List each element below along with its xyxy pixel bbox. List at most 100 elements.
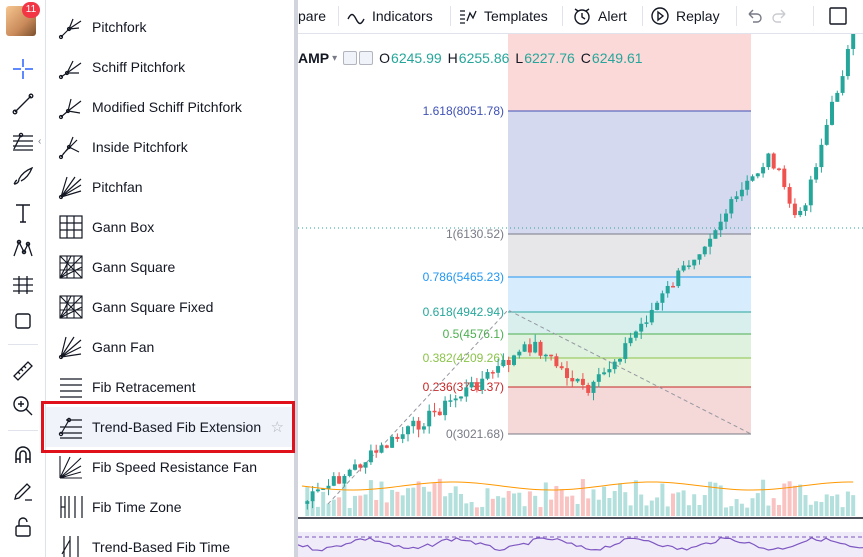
inside-pitchfork-icon — [58, 134, 84, 160]
candle — [390, 436, 395, 448]
fullscreen-button[interactable] — [828, 0, 854, 32]
menu-item-modified-schiff-pitchfork[interactable]: Modified Schiff Pitchfork — [46, 87, 296, 127]
candle — [602, 372, 607, 375]
text-icon[interactable] — [8, 198, 38, 228]
chart-pane[interactable]: 1.618(8051.78) 1(6130.52) 0.786(5465.23) 0.… — [298, 34, 863, 557]
volume-bar — [623, 492, 628, 516]
magnet-icon[interactable] — [8, 440, 38, 470]
volume-bar — [448, 492, 453, 516]
prediction-icon[interactable] — [8, 270, 38, 300]
volume-bar — [676, 492, 681, 516]
candle — [649, 309, 654, 323]
lock-icon[interactable] — [8, 512, 38, 542]
favorite-star-icon[interactable]: ☆ — [270, 419, 284, 436]
alert-button[interactable]: Alert — [572, 0, 627, 32]
volume-bar — [851, 495, 856, 516]
candle — [771, 153, 776, 169]
volume-bar — [480, 506, 485, 516]
menu-item-fib-speed-resistance-fan[interactable]: Fib Speed Resistance Fan — [46, 447, 296, 487]
compare-button[interactable]: pare — [298, 0, 326, 32]
fib-time-zone-icon — [58, 494, 84, 520]
redo-button[interactable] — [770, 0, 796, 32]
ruler-icon[interactable] — [8, 356, 38, 386]
topbar-divider — [736, 6, 737, 26]
menu-scrollbar[interactable] — [294, 0, 298, 557]
undo-button[interactable] — [744, 0, 770, 32]
replay-button[interactable]: Replay — [650, 0, 720, 32]
volume-bar — [819, 501, 824, 516]
candle — [554, 356, 559, 367]
volume-bar — [745, 507, 750, 516]
lock-drawings-icon[interactable] — [8, 476, 38, 506]
symbol-name: AMP — [298, 50, 330, 66]
zoom-in-icon[interactable] — [8, 391, 38, 421]
candle — [406, 426, 410, 435]
menu-item-pitchfork[interactable]: Pitchfork — [46, 7, 296, 47]
indicators-button[interactable]: Indicators — [346, 0, 433, 32]
fib-level-label: 0.5(4576.1) — [443, 327, 504, 341]
candle — [437, 411, 442, 416]
eye-icon[interactable] — [343, 51, 358, 65]
high-value: 6255.86 — [458, 50, 510, 66]
candle — [580, 378, 585, 385]
menu-item-pitchfan[interactable]: Pitchfan — [46, 167, 296, 207]
trend-based-fib-time-icon — [58, 534, 84, 557]
menu-item-trend-based-fib-extension[interactable]: Trend-Based Fib Extension ☆ — [46, 407, 296, 447]
menu-item-schiff-pitchfork[interactable]: Schiff Pitchfork — [46, 47, 296, 87]
candle — [644, 322, 649, 324]
menu-item-label: Trend-Based Fib Extension — [92, 419, 262, 435]
menu-item-gann-box[interactable]: Gann Box — [46, 207, 296, 247]
volume-bar — [750, 498, 755, 516]
symbol-dropdown-icon[interactable]: ▾ — [332, 52, 338, 64]
schiff-pitchfork-icon — [58, 54, 84, 80]
selection-highlight — [41, 401, 295, 453]
settings-gear-icon[interactable] — [359, 51, 374, 65]
volume-bar — [400, 495, 405, 516]
menu-item-gann-fan[interactable]: Gann Fan — [46, 327, 296, 367]
volume-bar — [411, 487, 416, 516]
volume-bar — [517, 492, 522, 516]
fib-tools-expand-icon[interactable]: ‹ — [38, 136, 42, 147]
volume-bar — [353, 495, 357, 516]
menu-item-trend-based-fib-time[interactable]: Trend-Based Fib Time — [46, 527, 296, 557]
candle — [586, 384, 591, 393]
fullscreen-square-icon — [829, 7, 847, 25]
volume-bar — [384, 502, 389, 516]
candle — [448, 400, 453, 402]
shapes-icon[interactable] — [8, 306, 38, 336]
notification-badge: 11 — [22, 2, 40, 18]
candle — [331, 476, 336, 486]
candle — [835, 92, 840, 102]
fib-tools-icon[interactable] — [8, 126, 38, 156]
volume-bar — [459, 493, 463, 516]
menu-item-inside-pitchfork[interactable]: Inside Pitchfork — [46, 127, 296, 167]
brush-icon[interactable] — [8, 162, 38, 192]
alert-clock-icon — [574, 8, 590, 25]
menu-item-label: Inside Pitchfork — [92, 139, 188, 155]
menu-item-fib-time-zone[interactable]: Fib Time Zone — [46, 487, 296, 527]
volume-bar — [686, 505, 691, 516]
pitchfork-icon — [58, 14, 84, 40]
volume-bar — [331, 499, 336, 516]
volume-bar — [575, 503, 580, 516]
pattern-icon[interactable] — [8, 234, 38, 264]
candle — [538, 341, 543, 356]
templates-button[interactable]: Templates — [458, 0, 548, 32]
volume-bar — [326, 503, 331, 516]
volume-bar — [453, 486, 458, 516]
menu-item-gann-square-fixed[interactable]: Gann Square Fixed — [46, 287, 296, 327]
trend-line-icon[interactable] — [8, 89, 38, 119]
volume-bar — [363, 494, 368, 516]
close-value: 6249.61 — [591, 50, 643, 66]
candle — [676, 270, 681, 287]
volume-bar — [395, 491, 400, 516]
candle — [755, 173, 760, 177]
volume-bar — [549, 499, 554, 516]
candle — [639, 323, 644, 332]
menu-item-gann-square[interactable]: Gann Square — [46, 247, 296, 287]
price-chart[interactable]: 1.618(8051.78) 1(6130.52) 0.786(5465.23) 0.… — [298, 34, 863, 557]
candle — [686, 265, 691, 267]
crosshair-icon[interactable] — [8, 54, 38, 84]
menu-item-fib-retracement[interactable]: Fib Retracement — [46, 367, 296, 407]
volume-bar — [702, 495, 707, 516]
